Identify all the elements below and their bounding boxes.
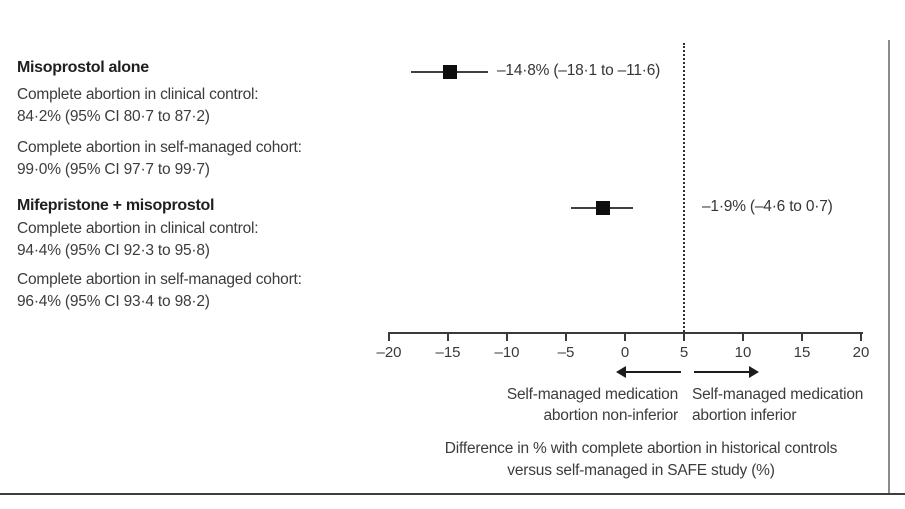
group2-clinical-control-value: 94·4% (95% CI 92·3 to 95·8) <box>17 242 210 259</box>
axis-tick-label: 15 <box>793 344 811 361</box>
inferior-label-line1: Self-managed medication <box>692 386 864 403</box>
x-axis-caption-line2: versus self-managed in SAFE study (%) <box>507 462 775 479</box>
axis-tick <box>742 332 744 341</box>
axis-tick-label: 20 <box>852 344 870 361</box>
axis-tick <box>624 332 626 341</box>
group2-self-managed-value: 96·4% (95% CI 93·4 to 98·2) <box>17 293 210 310</box>
non-inferior-label-line2: abortion non-inferior <box>543 407 678 424</box>
axis-tick-label: –5 <box>557 344 575 361</box>
reference-line <box>683 43 685 332</box>
axis-tick-label: –10 <box>494 344 520 361</box>
axis-tick-label: 5 <box>679 344 689 361</box>
x-axis-caption: Difference in % with complete abortion i… <box>381 438 901 482</box>
group-title-mifepristone: Mifepristone + misoprostol <box>17 197 215 214</box>
group1-self-managed-label: Complete abortion in self-managed cohort… <box>17 139 302 156</box>
figure-border-bottom <box>0 493 905 495</box>
estimate-label: –14·8% (–18·1 to –11·6) <box>497 62 661 79</box>
axis-tick-label: 10 <box>734 344 752 361</box>
group-title-misoprostol: Misoprostol alone <box>17 59 149 76</box>
axis-tick <box>801 332 803 341</box>
non-inferior-arrow-icon <box>616 366 681 378</box>
axis-tick <box>860 332 862 341</box>
axis-tick-label: –15 <box>435 344 461 361</box>
axis-tick <box>447 332 449 341</box>
axis-tick <box>565 332 567 341</box>
figure-border-right <box>888 40 890 495</box>
x-axis-line <box>389 332 863 334</box>
axis-tick <box>506 332 508 341</box>
inferior-direction-label: Self-managed medication abortion inferio… <box>692 384 863 426</box>
estimate-label: –1·9% (–4·6 to 0·7) <box>702 198 833 215</box>
x-axis-caption-line1: Difference in % with complete abortion i… <box>444 440 838 457</box>
axis-tick-label: –20 <box>376 344 402 361</box>
group1-clinical-control-value: 84·2% (95% CI 80·7 to 87·2) <box>17 108 210 125</box>
group1-self-managed-value: 99·0% (95% CI 97·7 to 99·7) <box>17 161 210 178</box>
group1-clinical-control-label: Complete abortion in clinical control: <box>17 86 259 103</box>
axis-tick-label: 0 <box>620 344 630 361</box>
non-inferior-label-line1: Self-managed medication <box>506 386 678 403</box>
axis-tick <box>388 332 390 341</box>
non-inferior-direction-label: Self-managed medication abortion non-inf… <box>507 384 678 426</box>
inferior-arrow-icon <box>694 366 759 378</box>
group2-clinical-control-label: Complete abortion in clinical control: <box>17 220 259 237</box>
inferior-label-line2: abortion inferior <box>692 407 797 424</box>
group2-self-managed-label: Complete abortion in self-managed cohort… <box>17 271 302 288</box>
point-estimate-marker <box>443 65 458 79</box>
axis-tick <box>683 332 685 341</box>
point-estimate-marker <box>595 201 610 215</box>
